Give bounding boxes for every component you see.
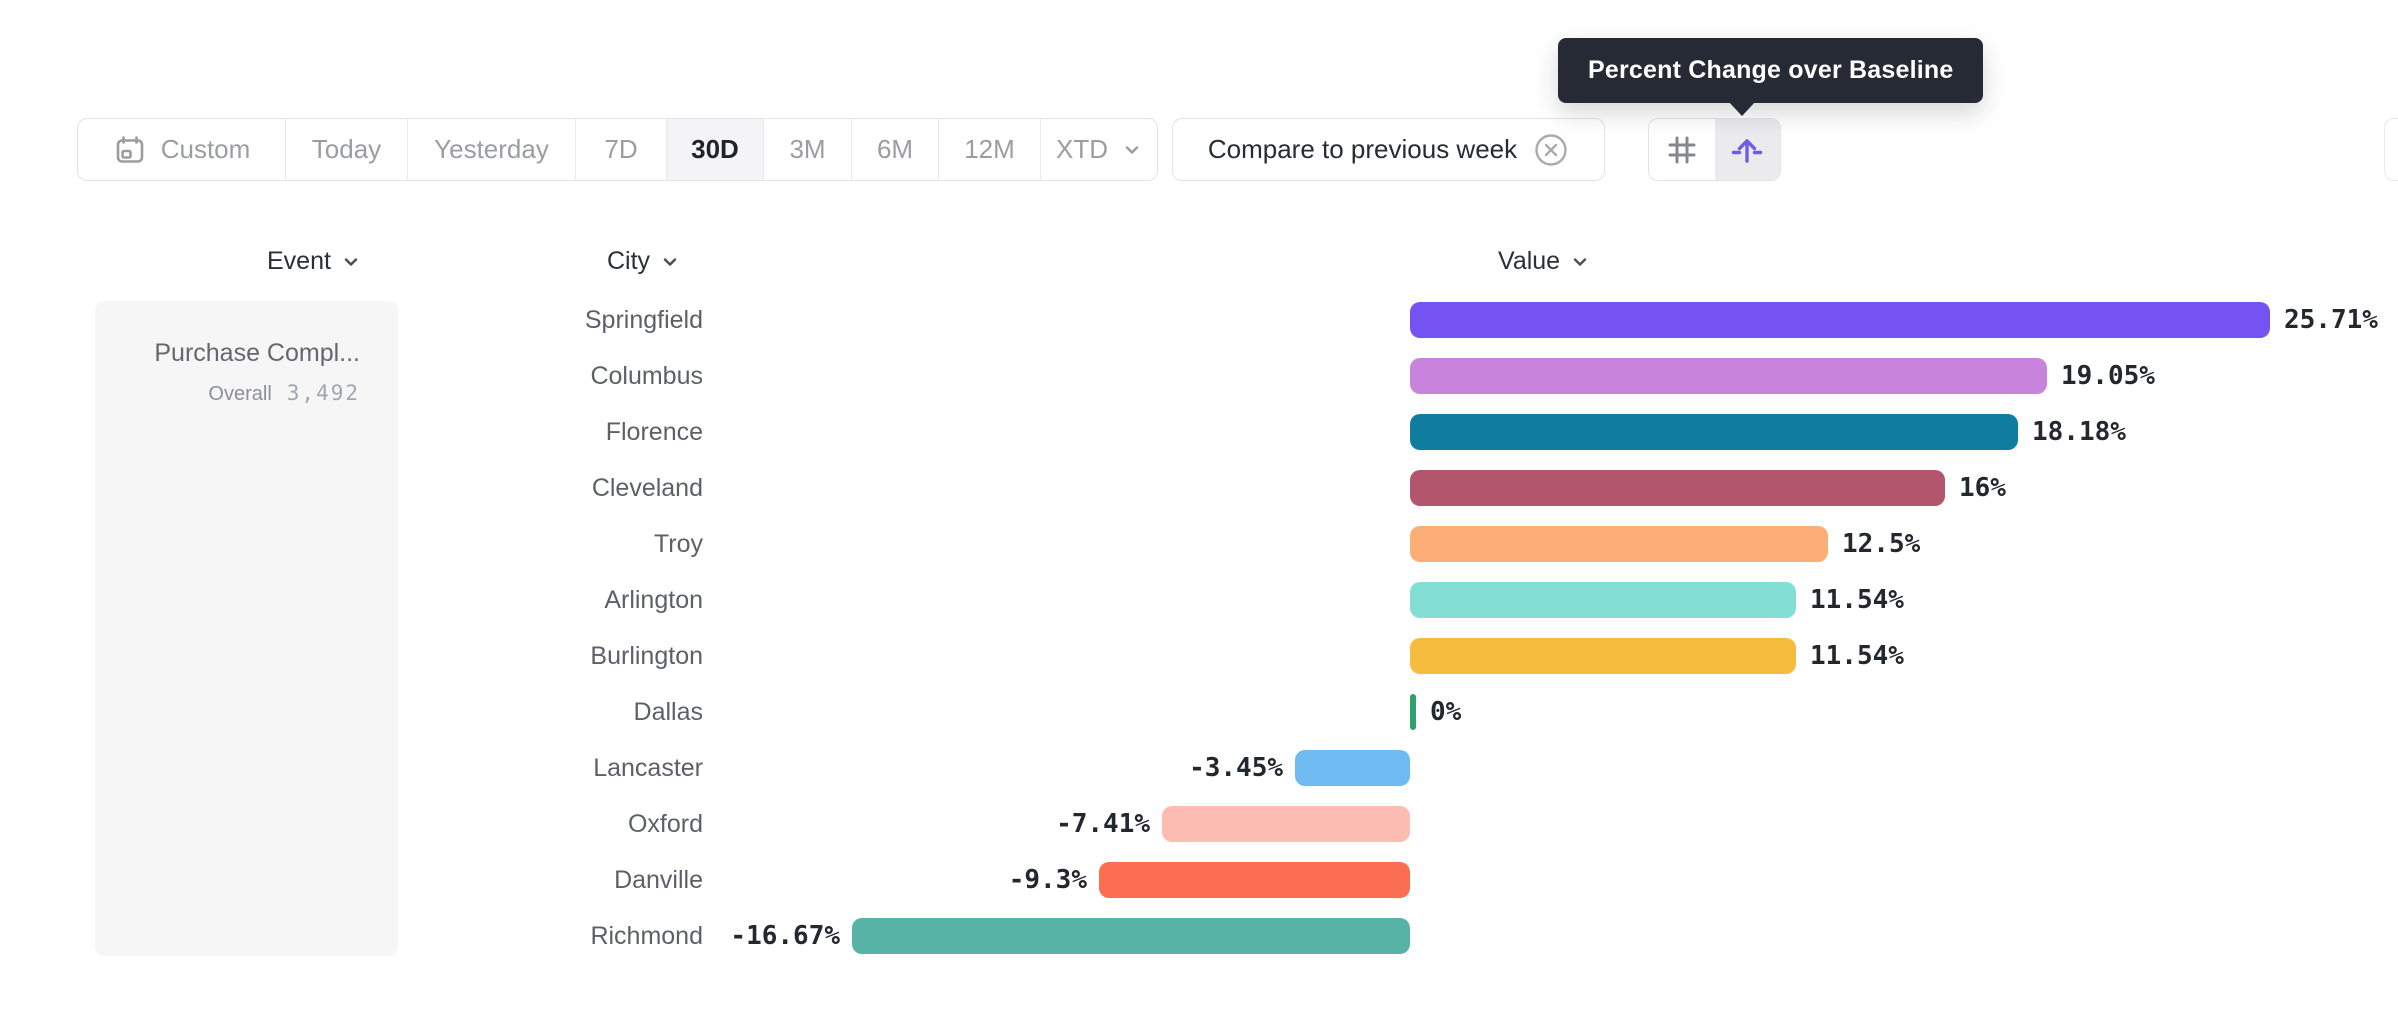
- chart-row: Arlington 11.54%: [0, 572, 2398, 628]
- value-bar[interactable]: [1410, 302, 2270, 338]
- event-metric: Overall 3,492: [115, 381, 360, 406]
- city-label[interactable]: Springfield: [584, 305, 703, 334]
- value-bar[interactable]: [1410, 694, 1416, 730]
- value-label: 12.5%: [1842, 529, 1921, 559]
- chevron-down-icon: [341, 252, 361, 272]
- value-bar[interactable]: [1099, 862, 1410, 898]
- date-range-30d[interactable]: 30D: [667, 119, 764, 180]
- chart-row: Danville -9.3%: [0, 852, 2398, 908]
- sort-over-baseline-button[interactable]: [1714, 119, 1780, 180]
- value-bar[interactable]: [1162, 806, 1410, 842]
- value-label: -7.41%: [1056, 809, 1150, 839]
- chevron-down-icon: [660, 252, 680, 272]
- value-bar[interactable]: [1410, 582, 1796, 618]
- chart-row: Springfield 25.71%: [0, 292, 2398, 348]
- compare-button[interactable]: Compare to previous week: [1172, 118, 1605, 181]
- chart-row: Burlington 11.54%: [0, 628, 2398, 684]
- date-range-picker: Custom Today Yesterday 7D 30D 3M 6M 12M …: [77, 118, 1158, 181]
- date-range-6m[interactable]: 6M: [852, 119, 939, 180]
- city-label[interactable]: Burlington: [590, 641, 703, 670]
- event-panel[interactable]: Purchase Compl... Overall 3,492: [95, 301, 398, 956]
- city-label[interactable]: Cleveland: [591, 473, 703, 502]
- date-range-label: Today: [311, 134, 382, 164]
- value-bar[interactable]: [1410, 470, 1945, 506]
- chart-row: Dallas 0%: [0, 684, 2398, 740]
- tooltip: Percent Change over Baseline: [1558, 38, 1984, 103]
- date-range-label: 12M: [964, 134, 1015, 164]
- city-label[interactable]: Richmond: [590, 921, 703, 950]
- value-label: 11.54%: [1810, 585, 1904, 615]
- column-header-label: City: [607, 247, 651, 275]
- value-bar[interactable]: [1295, 750, 1410, 786]
- value-bar[interactable]: [1410, 638, 1796, 674]
- date-range-7d[interactable]: 7D: [576, 119, 667, 180]
- date-range-label: Yesterday: [434, 134, 549, 164]
- chart-row: Cleveland 16%: [0, 460, 2398, 516]
- value-label: -16.67%: [730, 921, 840, 951]
- column-header-label: Event: [267, 247, 331, 275]
- grid-hash-icon: [1665, 133, 1699, 167]
- tooltip-text: Percent Change over Baseline: [1588, 56, 1954, 84]
- view-mode-group: [1648, 118, 1781, 181]
- close-circle-icon[interactable]: [1533, 132, 1569, 168]
- city-label[interactable]: Troy: [653, 529, 703, 558]
- city-label[interactable]: Lancaster: [593, 753, 703, 782]
- column-header-city[interactable]: City: [607, 247, 680, 276]
- date-range-xtd[interactable]: XTD: [1041, 119, 1157, 180]
- value-label: -9.3%: [1008, 865, 1087, 895]
- date-range-label: 30D: [691, 134, 739, 164]
- sort-over-baseline-icon: [1729, 132, 1765, 168]
- chevron-down-icon: [1570, 252, 1590, 272]
- city-label[interactable]: Arlington: [604, 585, 703, 614]
- value-bar[interactable]: [1410, 526, 1828, 562]
- date-range-label: Custom: [160, 134, 251, 164]
- value-bar[interactable]: [1410, 414, 2018, 450]
- value-label: -3.45%: [1189, 753, 1283, 783]
- column-header-label: Value: [1498, 247, 1561, 275]
- date-range-yesterday[interactable]: Yesterday: [408, 119, 576, 180]
- chart-row: Troy 12.5%: [0, 516, 2398, 572]
- grid-view-button[interactable]: [1649, 119, 1715, 180]
- chevron-down-icon: [1122, 140, 1142, 160]
- column-header-value[interactable]: Value: [1498, 247, 1590, 276]
- chart-row: Lancaster -3.45%: [0, 740, 2398, 796]
- date-range-12m[interactable]: 12M: [939, 119, 1041, 180]
- city-label[interactable]: Dallas: [633, 697, 703, 726]
- date-range-today[interactable]: Today: [286, 119, 408, 180]
- chart-row: Florence 18.18%: [0, 404, 2398, 460]
- city-label[interactable]: Danville: [614, 865, 703, 894]
- column-header-event[interactable]: Event: [267, 247, 361, 276]
- calendar-icon: [113, 133, 147, 167]
- value-label: 16%: [1959, 473, 2006, 503]
- city-label[interactable]: Columbus: [590, 361, 703, 390]
- compare-label: Compare to previous week: [1207, 134, 1518, 164]
- date-range-custom[interactable]: Custom: [78, 119, 286, 180]
- date-range-label: 3M: [789, 134, 826, 164]
- value-label: 11.54%: [1810, 641, 1904, 671]
- city-label[interactable]: Oxford: [627, 809, 703, 838]
- clipped-edge-button[interactable]: [2384, 118, 2398, 181]
- city-label[interactable]: Florence: [605, 417, 703, 446]
- chart-row: Richmond -16.67%: [0, 908, 2398, 964]
- value-bar[interactable]: [852, 918, 1410, 954]
- date-range-label: XTD: [1056, 134, 1108, 164]
- date-range-label: 6M: [876, 134, 914, 164]
- value-label: 18.18%: [2032, 417, 2126, 447]
- chart-row: Columbus 19.05%: [0, 348, 2398, 404]
- value-bar[interactable]: [1410, 358, 2047, 394]
- metric-value: 3,492: [286, 380, 360, 405]
- bar-chart: Springfield 25.71% Columbus 19.05% Flore…: [0, 292, 2398, 964]
- date-range-3m[interactable]: 3M: [764, 119, 852, 180]
- value-label: 0%: [1430, 697, 1462, 727]
- date-range-label: 7D: [604, 134, 638, 164]
- chart-row: Oxford -7.41%: [0, 796, 2398, 852]
- value-label: 25.71%: [2284, 305, 2378, 335]
- metric-label: Overall: [208, 382, 272, 405]
- value-label: 19.05%: [2061, 361, 2155, 391]
- tooltip-arrow: [1728, 101, 1756, 116]
- event-name[interactable]: Purchase Compl...: [154, 339, 360, 367]
